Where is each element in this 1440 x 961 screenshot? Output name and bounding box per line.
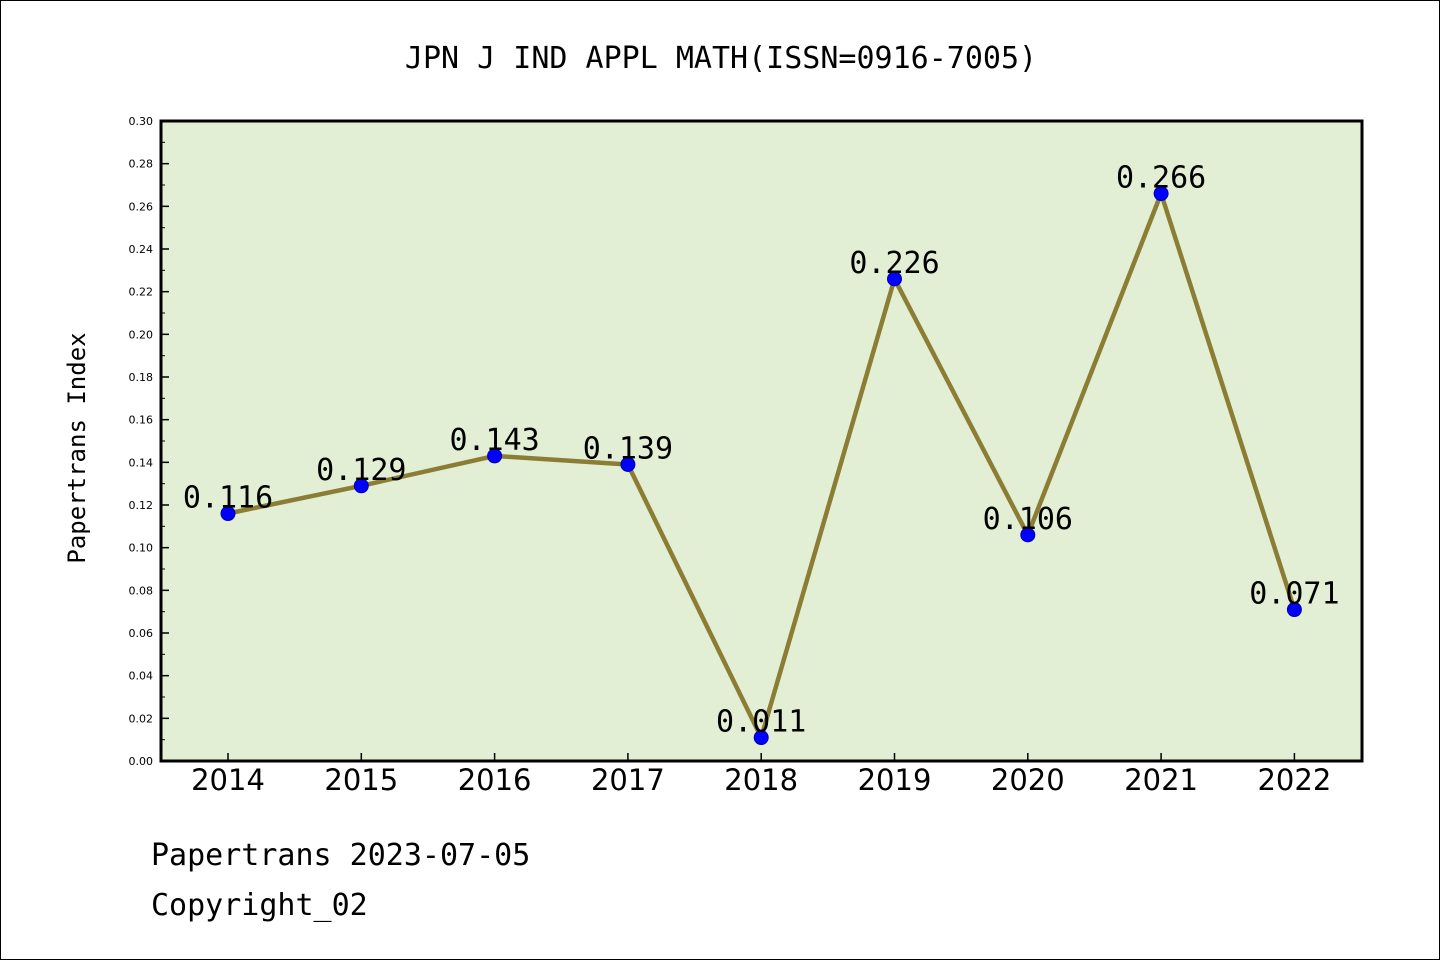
y-tick-label: 0.06	[129, 627, 154, 640]
data-value-label: 0.226	[849, 246, 939, 281]
x-tick-label: 2022	[1257, 763, 1331, 797]
data-point-marker	[1020, 527, 1036, 543]
y-tick-label: 0.02	[129, 712, 154, 725]
y-tick-label: 0.00	[129, 755, 154, 768]
y-tick-label: 0.18	[129, 371, 154, 384]
data-value-label: 0.129	[316, 453, 406, 488]
data-value-label: 0.266	[1116, 161, 1206, 196]
data-point-marker	[1286, 602, 1302, 618]
y-tick-label: 0.14	[129, 456, 154, 469]
chart-title: JPN J IND APPL MATH(ISSN=0916-7005)	[405, 41, 1037, 76]
footer-copyright-text: Copyright_02	[151, 888, 368, 923]
y-tick-label: 0.16	[129, 414, 154, 427]
data-point-marker	[220, 506, 236, 522]
data-value-label: 0.011	[716, 705, 806, 740]
x-tick-label: 2018	[724, 763, 798, 797]
x-tick-label: 2014	[191, 763, 265, 797]
y-axis-label: Papertrans Index	[63, 332, 91, 563]
y-tick-label: 0.24	[129, 243, 154, 256]
y-tick-label: 0.04	[129, 670, 154, 683]
y-tick-label: 0.08	[129, 584, 154, 597]
x-tick-label: 2020	[991, 763, 1065, 797]
series-line-group: 0.116 0.129 0.143 0.139 0.011 0.226 0.106 0.266…	[183, 161, 1340, 746]
data-value-label: 0.071	[1249, 577, 1339, 612]
footer-date-text: Papertrans 2023-07-05	[151, 838, 530, 873]
data-point-marker	[620, 456, 636, 472]
data-value-label: 0.116	[183, 481, 273, 516]
y-tick-label: 0.28	[129, 158, 154, 171]
data-value-label: 0.106	[983, 502, 1073, 537]
y-tick-label: 0.22	[129, 286, 154, 299]
y-tick-label: 0.12	[129, 499, 154, 512]
x-axis-ticks: 2014 2015 2016 2017 2018 2019 2020 2021 2022	[191, 753, 1331, 797]
x-tick-label: 2021	[1124, 763, 1198, 797]
plot-area	[159, 119, 1364, 763]
data-point-marker	[1153, 186, 1169, 202]
data-point-marker	[487, 448, 503, 464]
y-tick-label: 0.10	[129, 542, 154, 555]
y-tick-label: 0.20	[129, 328, 154, 341]
y-tick-label: 0.30	[129, 115, 154, 128]
data-point-marker	[353, 478, 369, 494]
data-value-label: 0.143	[449, 423, 539, 458]
data-value-label: 0.139	[583, 431, 673, 466]
x-tick-label: 2016	[458, 763, 532, 797]
data-point-marker	[887, 271, 902, 287]
y-axis-ticks: 0.00 0.02 0.04 0.06 0.08 0.10 0.12 0.14 0.16 0.18…	[129, 115, 169, 768]
x-tick-label: 2019	[858, 763, 932, 797]
x-tick-label: 2015	[324, 763, 398, 797]
y-tick-label: 0.26	[129, 200, 154, 213]
data-point-marker	[753, 730, 769, 746]
x-tick-label: 2017	[591, 763, 665, 797]
